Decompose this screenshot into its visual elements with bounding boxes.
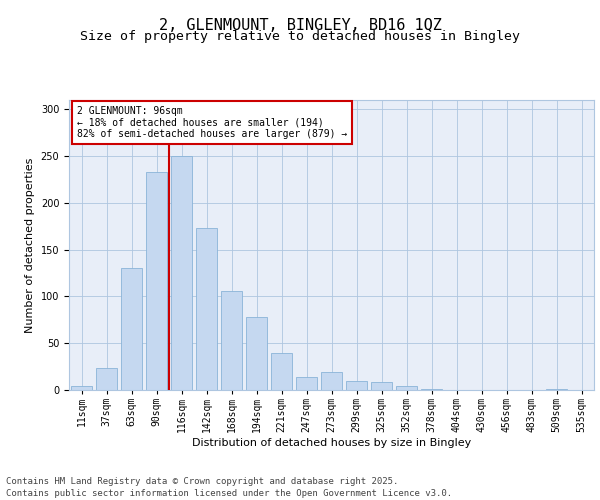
Bar xyxy=(346,380,367,390)
Bar xyxy=(96,368,117,390)
Bar xyxy=(221,291,242,390)
Bar xyxy=(171,156,192,390)
Bar xyxy=(146,172,167,390)
Bar xyxy=(296,377,317,390)
Bar xyxy=(121,268,142,390)
Bar xyxy=(321,372,342,390)
Bar xyxy=(371,382,392,390)
Text: Contains HM Land Registry data © Crown copyright and database right 2025.
Contai: Contains HM Land Registry data © Crown c… xyxy=(6,476,452,498)
Bar xyxy=(421,389,442,390)
Text: 2, GLENMOUNT, BINGLEY, BD16 1QZ: 2, GLENMOUNT, BINGLEY, BD16 1QZ xyxy=(158,18,442,32)
Bar xyxy=(246,317,267,390)
Text: 2 GLENMOUNT: 96sqm
← 18% of detached houses are smaller (194)
82% of semi-detach: 2 GLENMOUNT: 96sqm ← 18% of detached hou… xyxy=(77,106,347,139)
Y-axis label: Number of detached properties: Number of detached properties xyxy=(25,158,35,332)
Text: Size of property relative to detached houses in Bingley: Size of property relative to detached ho… xyxy=(80,30,520,43)
Bar xyxy=(196,228,217,390)
Bar xyxy=(71,386,92,390)
Bar xyxy=(396,386,417,390)
X-axis label: Distribution of detached houses by size in Bingley: Distribution of detached houses by size … xyxy=(192,438,471,448)
Bar xyxy=(271,352,292,390)
Bar xyxy=(546,389,567,390)
